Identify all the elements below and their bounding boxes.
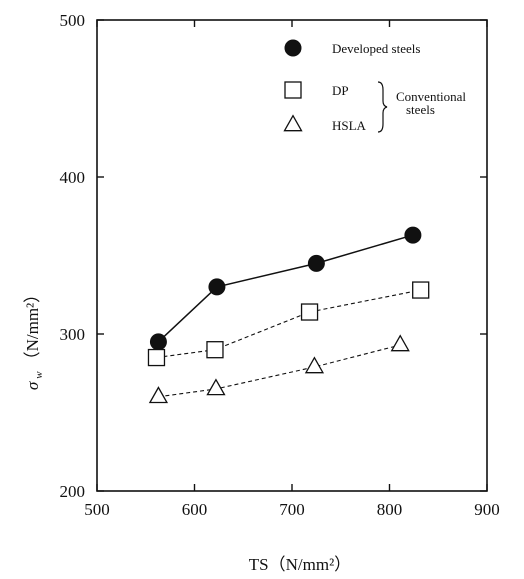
x-tick-label: 700	[279, 500, 305, 519]
y-axis-title-unit: （N/mm²）	[23, 286, 42, 369]
series-line	[156, 289, 421, 359]
legend-label: DP	[332, 83, 349, 98]
data-point	[390, 334, 410, 352]
series-developed-steels	[149, 226, 422, 351]
legend-label: HSLA	[332, 118, 367, 133]
data-point	[412, 281, 430, 299]
svg-text:σw（N/mm²）: σw （N/mm²）	[23, 286, 45, 390]
data-point	[206, 341, 224, 359]
y-tick-label: 500	[60, 11, 86, 30]
data-point	[206, 378, 226, 396]
data-point	[208, 278, 226, 296]
y-axis-title-subscript: w	[33, 371, 45, 379]
series-line	[158, 344, 401, 398]
legend-marker	[283, 114, 303, 132]
series-line	[157, 234, 414, 343]
data-point	[404, 226, 422, 244]
data-point	[304, 356, 325, 374]
legend-marker	[284, 39, 302, 57]
x-tick-label: 800	[377, 500, 403, 519]
axis-ticks: 500 600 700 800 900 200 300 400 500	[60, 11, 500, 519]
y-axis-title-symbol: σ	[23, 381, 42, 390]
legend-marker	[284, 81, 302, 99]
series-dp	[147, 281, 430, 367]
data-point	[148, 386, 169, 404]
legend-label: Developed steels	[332, 41, 420, 56]
y-tick-label: 300	[60, 325, 86, 344]
y-axis-title: σw （N/mm²）	[23, 286, 45, 390]
series-hsla	[148, 334, 410, 404]
legend-group-label-line2: steels	[406, 102, 435, 117]
legend-group-label-line1: Conventional	[396, 89, 466, 104]
data-point	[147, 348, 166, 367]
x-tick-label: 600	[182, 500, 208, 519]
x-tick-label: 500	[84, 500, 110, 519]
y-tick-label: 400	[60, 168, 86, 187]
y-tick-label: 200	[60, 482, 86, 501]
x-tick-label: 900	[474, 500, 500, 519]
data-point	[149, 333, 167, 351]
series-layer	[147, 226, 430, 404]
x-axis-title: TS（N/mm²）	[249, 555, 351, 574]
data-point	[300, 303, 319, 321]
data-point	[307, 254, 325, 272]
legend-brace	[377, 81, 388, 133]
